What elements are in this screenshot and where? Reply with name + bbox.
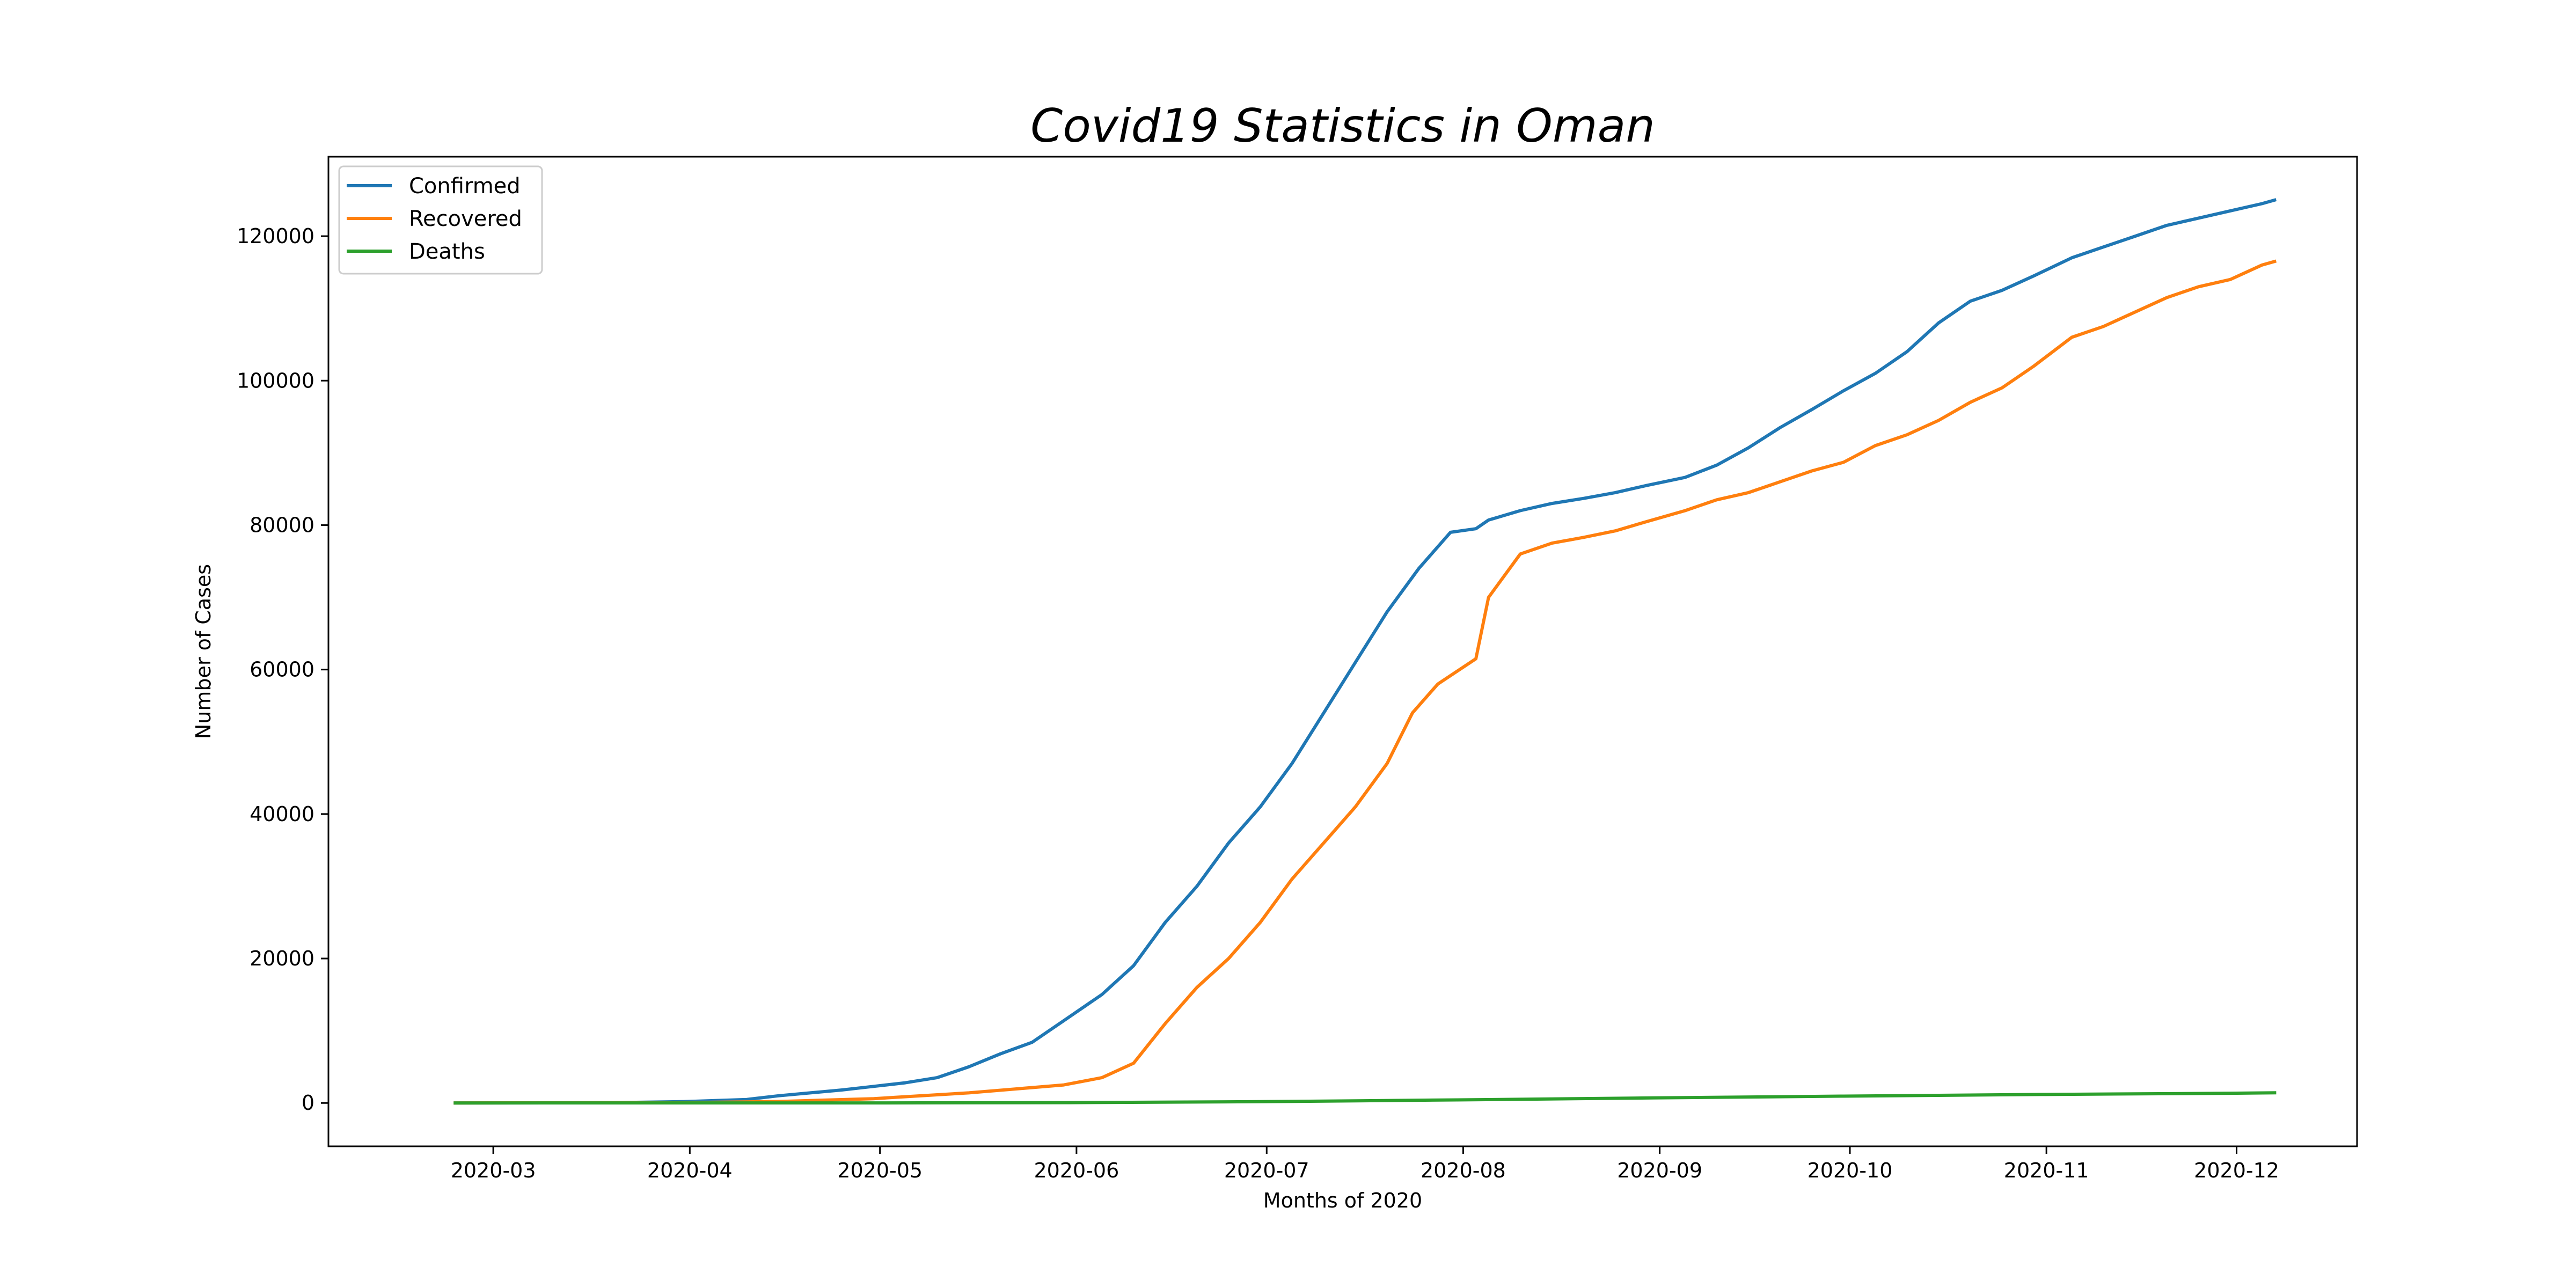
x-axis: 2020-03 2020-04 2020-05 2020-06 2020-07 2020-… [451, 1146, 2279, 1182]
x-tick-label: 2020-08 [1421, 1159, 1506, 1182]
x-tick-label: 2020-04 [647, 1159, 733, 1182]
y-tick-label: 40000 [250, 802, 314, 826]
y-tick-label: 100000 [237, 369, 314, 392]
x-tick-label: 2020-11 [2004, 1159, 2089, 1182]
legend-label-deaths: Deaths [409, 239, 485, 264]
chart-title: Covid19 Statistics in Oman [1030, 99, 1655, 153]
x-tick-label: 2020-10 [1807, 1159, 1893, 1182]
x-tick-label: 2020-07 [1224, 1159, 1309, 1182]
series-line-deaths [453, 1091, 2277, 1105]
x-tick-label: 2020-09 [1617, 1159, 1702, 1182]
x-tick-label: 2020-06 [1034, 1159, 1119, 1182]
legend: Confirmed Recovered Deaths [338, 165, 543, 275]
y-axis-label: Number of Cases [192, 564, 215, 739]
y-tick-label: 60000 [250, 658, 314, 682]
x-tick-label: 2020-05 [837, 1159, 923, 1182]
legend-box [338, 165, 543, 275]
x-axis-label: Months of 2020 [1263, 1189, 1422, 1212]
x-tick-label: 2020-12 [2194, 1159, 2279, 1182]
legend-label-recovered: Recovered [409, 207, 522, 231]
y-tick-label: 120000 [237, 224, 314, 248]
series-layer [453, 198, 2277, 1105]
x-tick-label: 2020-03 [451, 1159, 536, 1182]
series-line-recovered [453, 259, 2277, 1105]
y-axis: 0 20000 40000 60000 80000 100000 120000 [237, 224, 328, 1115]
y-tick-label: 20000 [250, 947, 314, 970]
series-line-confirmed [453, 198, 2277, 1105]
y-tick-label: 80000 [250, 513, 314, 537]
plot-frame [327, 156, 2358, 1147]
legend-label-confirmed: Confirmed [409, 174, 521, 199]
y-tick-label: 0 [302, 1091, 314, 1115]
